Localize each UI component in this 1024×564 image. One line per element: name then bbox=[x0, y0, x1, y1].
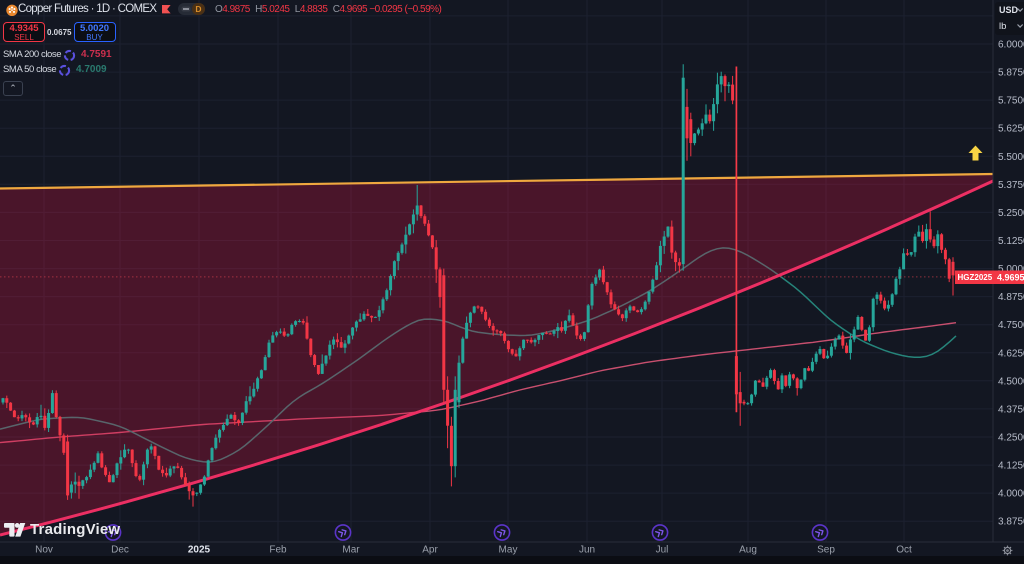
svg-text:Dec: Dec bbox=[111, 545, 129, 556]
svg-text:Jun: Jun bbox=[579, 545, 595, 556]
svg-text:May: May bbox=[499, 545, 518, 556]
svg-text:4.7500: 4.7500 bbox=[998, 320, 1024, 331]
svg-text:2025: 2025 bbox=[188, 545, 211, 556]
svg-text:5.3750: 5.3750 bbox=[998, 180, 1024, 191]
svg-text:4.8750: 4.8750 bbox=[998, 292, 1024, 303]
svg-text:Jul: Jul bbox=[656, 545, 669, 556]
svg-text:5.7500: 5.7500 bbox=[998, 96, 1024, 107]
svg-text:5.8750: 5.8750 bbox=[998, 68, 1024, 79]
svg-text:6.0000: 6.0000 bbox=[998, 40, 1024, 51]
svg-text:4.9695: 4.9695 bbox=[997, 273, 1024, 283]
svg-text:4.2500: 4.2500 bbox=[998, 433, 1024, 444]
svg-text:Oct: Oct bbox=[896, 545, 912, 556]
svg-text:Nov: Nov bbox=[35, 545, 53, 556]
svg-text:5.6250: 5.6250 bbox=[998, 124, 1024, 135]
svg-text:Mar: Mar bbox=[342, 545, 360, 556]
svg-text:4.3750: 4.3750 bbox=[998, 404, 1024, 415]
svg-text:5.0000: 5.0000 bbox=[998, 264, 1024, 275]
svg-text:Sep: Sep bbox=[817, 545, 835, 556]
svg-text:HGZ2025: HGZ2025 bbox=[958, 273, 993, 282]
svg-text:5.2500: 5.2500 bbox=[998, 208, 1024, 219]
svg-text:4.6250: 4.6250 bbox=[998, 348, 1024, 359]
svg-text:4.0000: 4.0000 bbox=[998, 489, 1024, 500]
svg-text:Aug: Aug bbox=[739, 545, 757, 556]
svg-text:4.1250: 4.1250 bbox=[998, 461, 1024, 472]
svg-text:5.5000: 5.5000 bbox=[998, 152, 1024, 163]
svg-text:Feb: Feb bbox=[269, 545, 287, 556]
svg-text:5.1250: 5.1250 bbox=[998, 236, 1024, 247]
svg-text:3.8750: 3.8750 bbox=[998, 517, 1024, 528]
svg-text:USD: USD bbox=[999, 5, 1019, 15]
svg-text:Apr: Apr bbox=[422, 545, 438, 556]
svg-text:lb: lb bbox=[999, 21, 1006, 32]
svg-text:4.5000: 4.5000 bbox=[998, 376, 1024, 387]
